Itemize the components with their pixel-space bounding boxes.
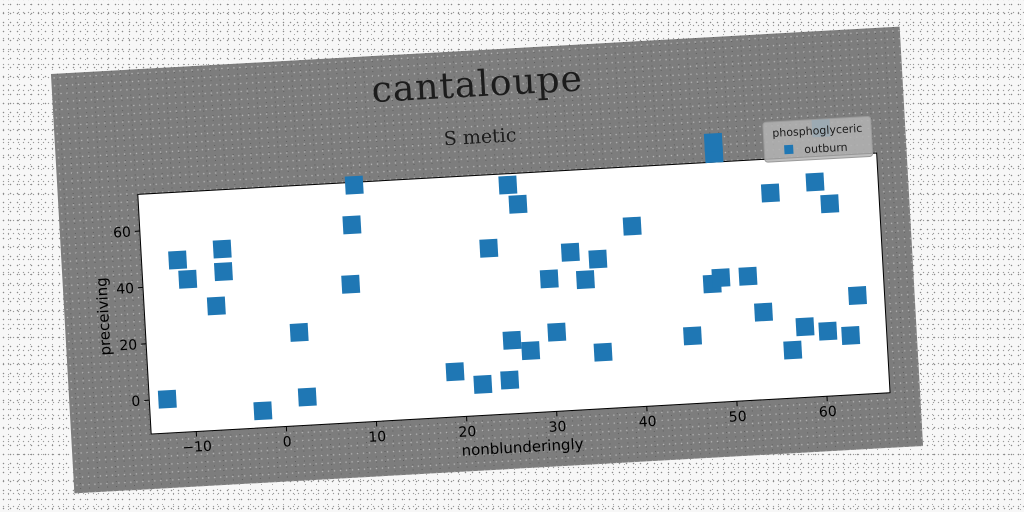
y-axis-label: preceiving — [92, 277, 114, 356]
data-point — [500, 370, 520, 390]
data-point — [342, 215, 362, 235]
data-point — [848, 286, 867, 306]
data-point — [297, 387, 317, 407]
y-tick-label: 40 — [116, 281, 135, 298]
x-tick-label: 40 — [638, 414, 657, 431]
x-tick-label: 20 — [458, 424, 477, 441]
data-point — [479, 238, 499, 258]
data-point — [539, 269, 559, 289]
data-point — [738, 266, 758, 286]
data-point — [575, 270, 595, 290]
y-tick-label: 60 — [113, 225, 132, 242]
data-point — [593, 342, 613, 362]
data-point — [754, 302, 773, 322]
data-point — [157, 389, 177, 409]
data-point — [344, 175, 364, 195]
data-point — [588, 249, 608, 269]
scatter-chart: −10 0 10 20 30 40 50 60 0 20 40 60 nonblunderingly… — [92, 116, 891, 460]
legend-title: phosphoglyceric — [772, 122, 863, 140]
data-point — [168, 250, 188, 270]
data-point — [502, 330, 522, 350]
x-tick-label: 10 — [368, 429, 387, 446]
x-tick-label: 60 — [819, 404, 838, 421]
x-tick-label: −10 — [182, 439, 212, 457]
y-tick-label: 0 — [131, 394, 141, 410]
x-tick-label: 0 — [282, 434, 292, 450]
data-point — [289, 322, 309, 342]
x-tick-label: 30 — [548, 419, 567, 436]
legend-series-label: outburn — [804, 141, 848, 156]
data-point — [341, 274, 361, 294]
data-point — [547, 322, 567, 342]
legend: phosphoglyceric outburn — [762, 116, 874, 163]
data-point — [498, 175, 518, 195]
x-tick-label: 50 — [728, 409, 747, 426]
data-point — [760, 183, 780, 203]
data-point — [795, 317, 815, 337]
y-tick-label: 20 — [119, 337, 138, 354]
data-point — [445, 362, 465, 382]
legend-marker — [784, 144, 794, 155]
data-point — [820, 194, 840, 214]
data-point — [560, 242, 580, 262]
plot-area — [137, 152, 891, 435]
data-point — [212, 239, 232, 259]
data-point — [206, 296, 226, 316]
data-point — [178, 269, 198, 289]
data-point — [783, 340, 803, 360]
figure-card: cantaloupe S metic −10 0 10 20 30 40 50 60 0 20 4… — [50, 26, 924, 494]
data-point — [622, 216, 642, 236]
data-point — [508, 194, 528, 214]
data-point — [805, 172, 825, 192]
data-points — [157, 118, 867, 421]
data-point — [703, 132, 723, 152]
data-point — [521, 341, 541, 361]
data-point — [711, 268, 731, 288]
x-axis-label: nonblunderingly — [461, 435, 584, 460]
data-point — [818, 321, 838, 341]
data-point — [841, 326, 861, 346]
data-point — [253, 401, 273, 421]
x-axis-ticks: −10 0 10 20 30 40 50 60 — [182, 396, 838, 457]
data-point — [213, 262, 233, 282]
data-point — [473, 374, 493, 394]
y-axis-ticks: 0 20 40 60 — [113, 225, 150, 410]
data-point — [683, 326, 703, 346]
